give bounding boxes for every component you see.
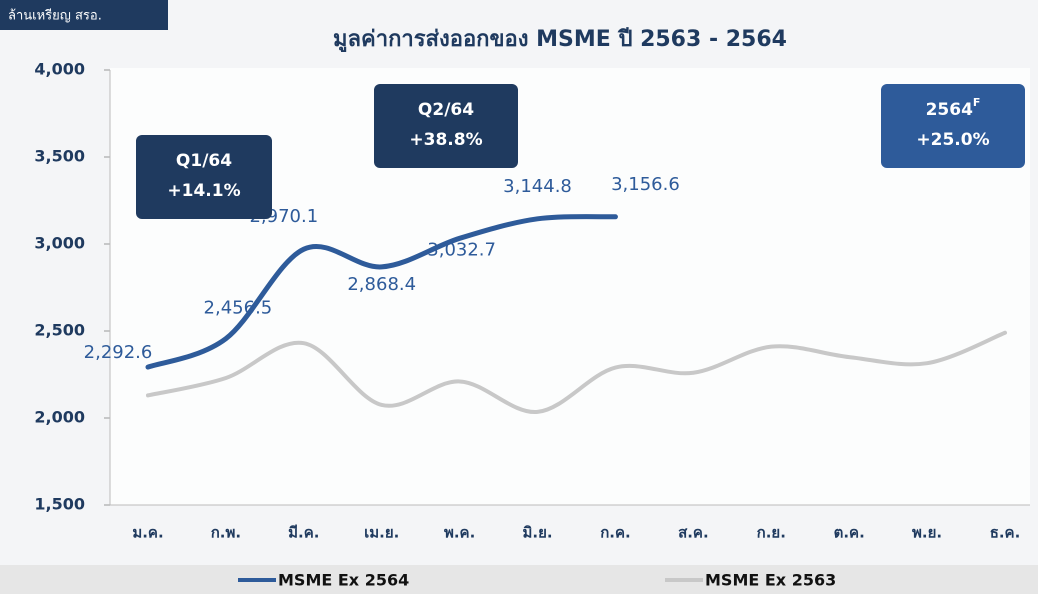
y-tick-label: 3,500 — [34, 147, 85, 166]
data-label: 3,032.7 — [427, 239, 496, 260]
annotation-title-text: 2564 — [926, 100, 973, 120]
annotation-box — [136, 135, 272, 219]
x-tick-label: มี.ค. — [288, 524, 319, 542]
x-tick-label: พ.ย. — [912, 524, 942, 542]
x-tick-label: เม.ย. — [364, 524, 399, 542]
y-tick-label: 2,500 — [34, 321, 85, 340]
data-label: 2,868.4 — [347, 274, 416, 295]
x-tick-label: ต.ค. — [834, 524, 865, 542]
x-tick-label: ส.ค. — [678, 524, 709, 542]
annotation-title-text: Q1/64 — [176, 151, 232, 171]
x-tick-label: ม.ค. — [132, 524, 163, 542]
annotation-sup: F — [973, 96, 981, 109]
x-tick-label: ก.ย. — [757, 524, 786, 542]
annotation-value: +38.8% — [409, 130, 482, 150]
y-tick-label: 1,500 — [34, 495, 85, 514]
annotation-value: +14.1% — [167, 181, 240, 201]
data-label: 2,456.5 — [204, 298, 273, 319]
data-label: 3,144.8 — [503, 176, 572, 197]
legend-label: MSME Ex 2563 — [705, 571, 836, 590]
annotation-title: Q1/64 — [176, 151, 232, 171]
annotation-title: Q2/64 — [418, 100, 474, 120]
y-tick-label: 3,000 — [34, 234, 85, 253]
series-line — [146, 330, 1007, 414]
data-label: 3,156.6 — [611, 174, 680, 195]
x-tick-label: ก.ค. — [600, 524, 631, 542]
annotation-title-text: Q2/64 — [418, 100, 474, 120]
annotation-box — [374, 84, 518, 168]
x-tick-label: ธ.ค. — [990, 524, 1021, 542]
annotation-value: +25.0% — [916, 130, 989, 150]
y-tick-label: 2,000 — [34, 408, 85, 427]
annotation-title: 2564F — [926, 96, 981, 120]
x-tick-label: พ.ค. — [444, 524, 475, 542]
y-tick-label: 4,000 — [34, 60, 85, 79]
y-axis-label: ล้านเหรียญ สรอ. — [8, 8, 102, 24]
annotation-box — [881, 84, 1025, 168]
series-line — [145, 214, 618, 370]
chart-title: มูลค่าการส่งออกของ MSME ปี 2563 - 2564 — [333, 27, 787, 53]
unit-box — [0, 0, 168, 30]
x-tick-label: มิ.ย. — [523, 524, 553, 542]
data-label: 2,292.6 — [84, 342, 153, 363]
legend-band — [0, 565, 1038, 594]
legend-label: MSME Ex 2564 — [278, 571, 409, 590]
x-tick-label: ก.พ. — [211, 524, 241, 542]
